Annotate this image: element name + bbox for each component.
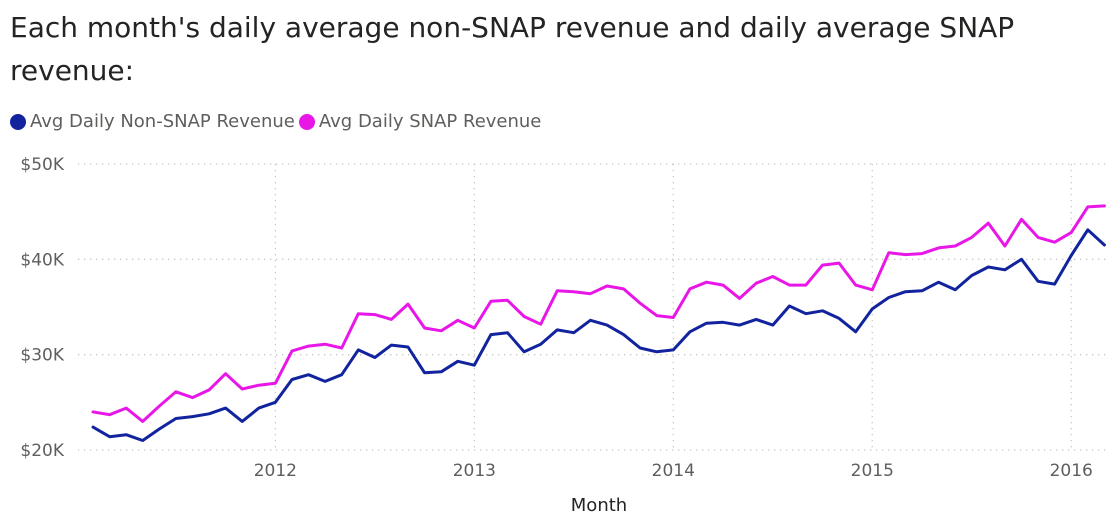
series-lines: [91, 204, 1106, 442]
x-tick-label: 2015: [851, 461, 894, 481]
series-line-snap[interactable]: [91, 204, 1106, 423]
x-axis-title: Month: [571, 495, 627, 516]
y-tick-label: $30K: [20, 346, 64, 366]
y-tick-label: $20K: [20, 441, 64, 461]
y-tick-label: $50K: [20, 155, 64, 175]
legend-label-snap: Avg Daily SNAP Revenue: [318, 111, 542, 132]
legend-item-snap[interactable]: Avg Daily SNAP Revenue: [298, 111, 542, 132]
legend-marker-snap: [298, 113, 315, 130]
y-axis: $20K $30K $40K $50K: [20, 155, 64, 461]
legend-item-non-snap[interactable]: Avg Daily Non-SNAP Revenue: [10, 111, 295, 132]
legend-label-non-snap: Avg Daily Non-SNAP Revenue: [30, 111, 295, 132]
x-tick-label: 2012: [254, 461, 297, 481]
x-axis: 2012 2013 2014 2015 2016: [254, 461, 1093, 481]
chart-title: Each month's daily average non-SNAP reve…: [10, 11, 1015, 87]
legend-marker-non-snap: [10, 113, 26, 130]
x-tick-label: 2014: [652, 461, 695, 481]
gridlines: [78, 163, 1110, 451]
y-tick-label: $40K: [20, 250, 64, 270]
x-tick-label: 2016: [1050, 461, 1093, 481]
series-line-non-snap[interactable]: [91, 228, 1106, 442]
x-tick-label: 2013: [453, 461, 496, 481]
legend: Avg Daily Non-SNAP Revenue Avg Daily SNA…: [10, 111, 545, 132]
